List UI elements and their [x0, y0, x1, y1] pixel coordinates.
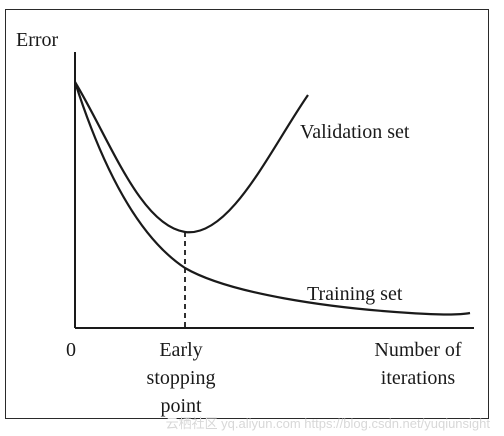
- validation-label: Validation set: [300, 121, 410, 143]
- origin-label: 0: [66, 339, 76, 361]
- early-stop-label-2: stopping: [147, 367, 216, 389]
- x-axis-label-1: Number of: [374, 339, 462, 361]
- y-axis-label: Error: [16, 29, 59, 51]
- watermark: 云栖社区 yq.aliyun.com https://blog.csdn.net…: [165, 416, 490, 431]
- validation-curve: [74, 81, 309, 234]
- training-label: Training set: [307, 283, 403, 305]
- early-stop-label-3: point: [160, 395, 202, 417]
- training-curve: [73, 81, 471, 316]
- early-stop-label-1: Early: [159, 339, 202, 361]
- x-axis-label-2: iterations: [381, 367, 456, 389]
- figure-frame: [5, 9, 489, 419]
